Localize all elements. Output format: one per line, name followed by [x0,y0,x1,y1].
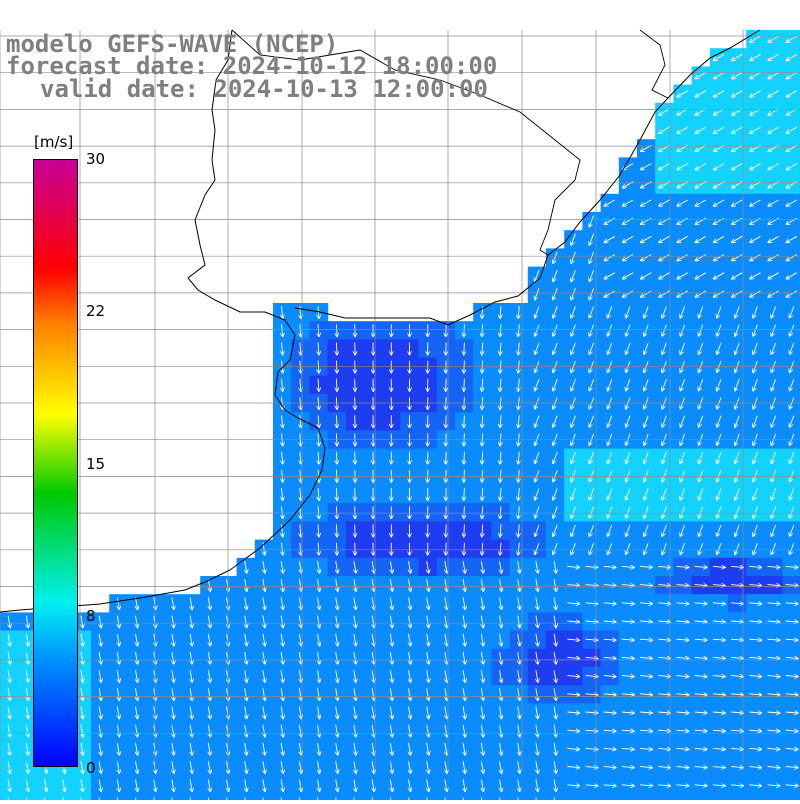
colorbar-tick-min: 0 [86,759,96,777]
wind-speed-cell [710,794,729,800]
wind-vector [336,488,337,500]
wind-speed-cell [346,794,365,800]
wind-speed-cell [582,794,601,800]
wind-vector [464,525,465,537]
wind-speed-cell [164,794,183,800]
wind-vector [464,470,465,482]
wind-speed-cell [127,794,146,800]
colorbar-tick-22: 22 [86,302,105,320]
wind-speed-cell [255,794,274,800]
wind-speed-cell [783,794,800,800]
wind-speed-cell [400,794,419,800]
wind-speed-cell [455,794,474,800]
country-border-2 [640,30,668,98]
wind-speed-cell [655,794,674,800]
wind-vector [336,506,337,518]
wind-vector [336,470,337,482]
wind-speed-cell [0,794,19,800]
wind-speed-cell [746,794,765,800]
wind-speed-cell [109,794,128,800]
wind-speed-cell [18,794,37,800]
wind-vector [464,415,465,427]
wind-vector [464,452,465,464]
wind-vector [464,506,465,518]
wind-speed-cell [218,794,237,800]
wind-speed-cell [36,794,55,800]
wind-speed-cell [91,794,110,800]
wind-speed-cell [728,794,747,800]
wind-speed-cell [601,794,620,800]
wind-vector [464,324,465,336]
wind-speed-cell [146,794,165,800]
wind-vector [336,415,337,427]
wind-speed-cell [309,794,328,800]
valid-date: valid date: 2024-10-13 12:00:00 [40,77,488,101]
wind-speed-cell [273,794,292,800]
wind-vector [336,543,337,555]
wind-speed-cell [546,794,565,800]
wind-speed-cell [764,794,783,800]
wind-speed-cell [673,794,692,800]
wind-speed-cell [473,794,492,800]
wind-vector [336,324,337,336]
wind-speed-cell [564,794,583,800]
wind-speed-cell [437,794,456,800]
wind-speed-cell [200,794,219,800]
wind-speed-cell [491,794,510,800]
wind-vector [464,379,465,391]
wind-vector [336,379,337,391]
wind-vector [336,525,337,537]
wind-speed-cell [364,794,383,800]
wind-speed-cell [528,794,547,800]
wind-vector [336,343,337,355]
colorbar-units: [m/s] [34,133,73,151]
wind-speed-cell [237,794,256,800]
colorbar [33,159,78,767]
wind-vector [464,343,465,355]
wind-speed-cell [382,794,401,800]
wind-speed-cell [55,794,74,800]
wind-speed-cell [291,794,310,800]
wind-speed-cell [637,794,656,800]
wind-vector [464,543,465,555]
wind-vector [336,452,337,464]
colorbar-tick-max: 30 [86,150,105,168]
wind-vector [464,488,465,500]
wind-speed-cell [182,794,201,800]
colorbar-tick-15: 15 [86,455,105,473]
wind-speed-cell [73,794,92,800]
colorbar-tick-8: 8 [86,607,96,625]
wind-speed-cell [619,794,638,800]
wind-speed-field [0,30,800,800]
wind-speed-cell [419,794,438,800]
wind-vector [464,361,465,373]
wind-vector [336,361,337,373]
wind-speed-cell [510,794,529,800]
wind-speed-cell [328,794,347,800]
wind-speed-cell [692,794,711,800]
